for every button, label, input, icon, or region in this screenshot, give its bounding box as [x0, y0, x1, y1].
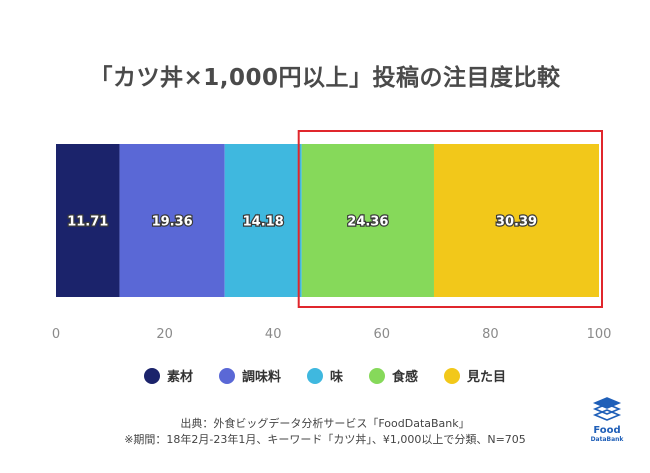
legend-label: 見た目	[467, 370, 507, 385]
x-tick-label-40: 40	[265, 327, 282, 342]
x-tick-label-20: 20	[156, 327, 173, 342]
bar-value-label-5: 30.39	[496, 215, 537, 230]
logo-text-databank: DataBank	[590, 436, 624, 443]
legend-item-3: 味	[306, 366, 343, 385]
bar-segment-2	[119, 144, 225, 297]
bar-value-label-2: 19.36	[152, 215, 193, 230]
database-icon	[592, 397, 622, 421]
legend-item-5: 見た目	[444, 366, 506, 385]
source-line-2: ※期間：18年2月-23年1月、キーワード「カツ丼」、¥1,000以上で分類、N…	[124, 433, 526, 446]
bar-value-label-3: 14.18	[243, 215, 284, 230]
legend-item-4: 食感	[369, 366, 418, 385]
chart-title: 「カツ丼×1,000円以上」投稿の注目度比較	[89, 65, 561, 91]
x-tick-label-80: 80	[482, 327, 499, 342]
bar-segment-1	[56, 144, 120, 297]
legend-label: 素材	[166, 370, 193, 385]
bar-segment-5	[433, 144, 599, 297]
bar-value-label-4: 24.36	[347, 215, 388, 230]
x-axis-ticks: 0 20 40 60 80 100	[52, 327, 612, 342]
legend-swatch	[369, 367, 385, 384]
legend-swatch	[218, 367, 235, 384]
x-tick-label-100: 100	[587, 327, 612, 342]
fooddatabank-logo: Food DataBank	[583, 397, 631, 443]
legend-label: 食感	[392, 370, 419, 385]
bar-value-labels: 11.71 19.36 14.18 24.36 30.39	[66, 213, 538, 230]
legend: 素材 調味料 味 食感 見た目	[0, 366, 650, 385]
bar-segment-4	[301, 144, 434, 297]
legend-item-1: 素材	[143, 366, 193, 385]
legend-label: 調味料	[241, 370, 281, 385]
legend-swatch	[444, 367, 461, 384]
x-tick-label-60: 60	[374, 327, 391, 342]
source-line-1: 出典：外食ビッグデータ分析サービス「FoodDataBank」	[180, 417, 470, 430]
highlight-box	[297, 130, 603, 308]
logo-text-food: Food	[593, 425, 621, 436]
x-tick-label-0: 0	[52, 327, 60, 342]
legend-label: 味	[329, 370, 343, 385]
source-note: 出典：外食ビッグデータ分析サービス「FoodDataBank」 ※期間：18年2…	[0, 416, 650, 448]
bar-segments	[56, 144, 599, 297]
bar-segment-3	[224, 144, 302, 297]
legend-swatch	[306, 367, 323, 384]
bar-value-label-1: 11.71	[67, 215, 108, 230]
legend-swatch	[143, 367, 160, 384]
legend-item-2: 調味料	[218, 366, 281, 385]
